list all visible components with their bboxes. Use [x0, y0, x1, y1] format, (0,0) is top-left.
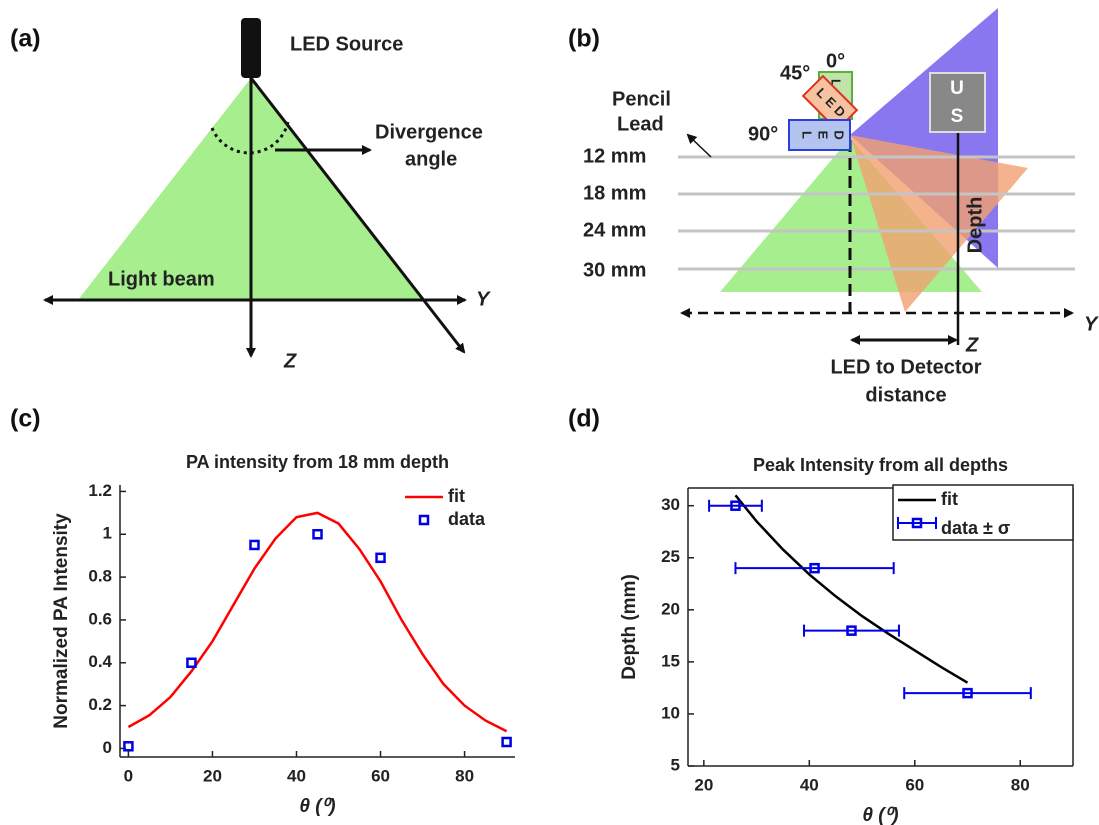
angle-label: Divergence — [375, 121, 483, 143]
legend-label: data ± σ — [941, 518, 1010, 538]
panel-label: (a) — [10, 25, 41, 53]
axis-label: Y — [1084, 313, 1099, 335]
x-tick-label: 0 — [124, 766, 133, 785]
led-letter: D — [832, 130, 847, 139]
y-tick-label: 15 — [661, 651, 680, 670]
y-tick-label: 20 — [661, 599, 680, 618]
angle-label: 45° — [780, 62, 810, 84]
y-tick-label: 1.2 — [88, 481, 112, 500]
led-letter: L — [800, 131, 815, 139]
data-point — [250, 541, 258, 549]
axis-label: Y — [476, 288, 491, 310]
led — [241, 18, 261, 78]
panel-a: (a) LED Source Divergence angle Light be… — [10, 18, 491, 372]
y-tick-label: 0 — [103, 738, 112, 757]
data-point — [377, 554, 385, 562]
x-tick-label: 20 — [203, 766, 222, 785]
y-tick-label: 25 — [661, 547, 680, 566]
pencil-arrow — [688, 135, 711, 157]
fit-line — [128, 513, 506, 731]
us-letter: S — [951, 106, 964, 127]
y-tick-label: 1 — [103, 524, 112, 543]
x-axis-label: θ (⁰) — [862, 805, 898, 825]
data-point — [124, 742, 132, 750]
x-tick-label: 80 — [455, 766, 474, 785]
chart-title: Peak Intensity from all depths — [753, 455, 1008, 475]
y-tick-label: 0.2 — [88, 695, 112, 714]
angle-label: 0° — [826, 50, 845, 72]
angle-label: angle — [405, 148, 457, 170]
distance-label: distance — [865, 384, 946, 406]
depth-label: Depth — [964, 197, 986, 254]
depth-tick: 18 mm — [583, 182, 646, 204]
pencil-label: Lead — [617, 113, 664, 135]
source-label: LED Source — [290, 33, 403, 55]
x-tick-label: 60 — [371, 766, 390, 785]
depth-tick: 12 mm — [583, 145, 646, 167]
y-axis-label: Normalized PA Intensity — [51, 513, 72, 729]
legend-label: data — [448, 509, 486, 529]
legend-swatch — [420, 516, 428, 524]
x-tick-label: 20 — [694, 775, 713, 794]
y-tick-label: 10 — [661, 703, 680, 722]
us-letter: U — [950, 78, 964, 99]
axis-label: Z — [283, 350, 297, 372]
y-tick-label: 0.4 — [88, 652, 112, 671]
axis-label: Z — [965, 334, 979, 356]
panel-b: U S Depth L E D L E D L E D 0° 45° 90° P… — [568, 8, 1099, 406]
depth-tick: 24 mm — [583, 219, 646, 241]
distance-label: LED to Detector — [830, 356, 981, 378]
panel-label: (b) — [568, 25, 600, 53]
y-tick-label: 0.8 — [88, 567, 112, 586]
x-tick-label: 40 — [287, 766, 306, 785]
x-tick-label: 60 — [905, 775, 924, 794]
data-point — [503, 738, 511, 746]
y-tick-label: 30 — [661, 495, 680, 514]
panel-label: (d) — [568, 405, 600, 433]
x-tick-label: 40 — [800, 775, 819, 794]
legend-label: fit — [941, 489, 958, 509]
x-tick-label: 80 — [1011, 775, 1030, 794]
y-axis-label: Depth (mm) — [619, 574, 640, 680]
data-point — [314, 530, 322, 538]
data-point — [187, 659, 195, 667]
figure: (a) LED Source Divergence angle Light be… — [0, 0, 1099, 825]
led-letter: E — [816, 131, 831, 140]
y-tick-label: 0.6 — [88, 609, 112, 628]
x-axis-label: θ (⁰) — [299, 796, 335, 817]
panel-label: (c) — [10, 405, 41, 433]
legend-label: fit — [448, 486, 465, 506]
pencil-label: Pencil — [612, 88, 671, 110]
beam-label: Light beam — [108, 268, 215, 290]
depth-tick: 30 mm — [583, 259, 646, 281]
y-tick-label: 5 — [671, 755, 680, 774]
angle-label: 90° — [748, 123, 778, 145]
chart-title: PA intensity from 18 mm depth — [186, 452, 449, 472]
